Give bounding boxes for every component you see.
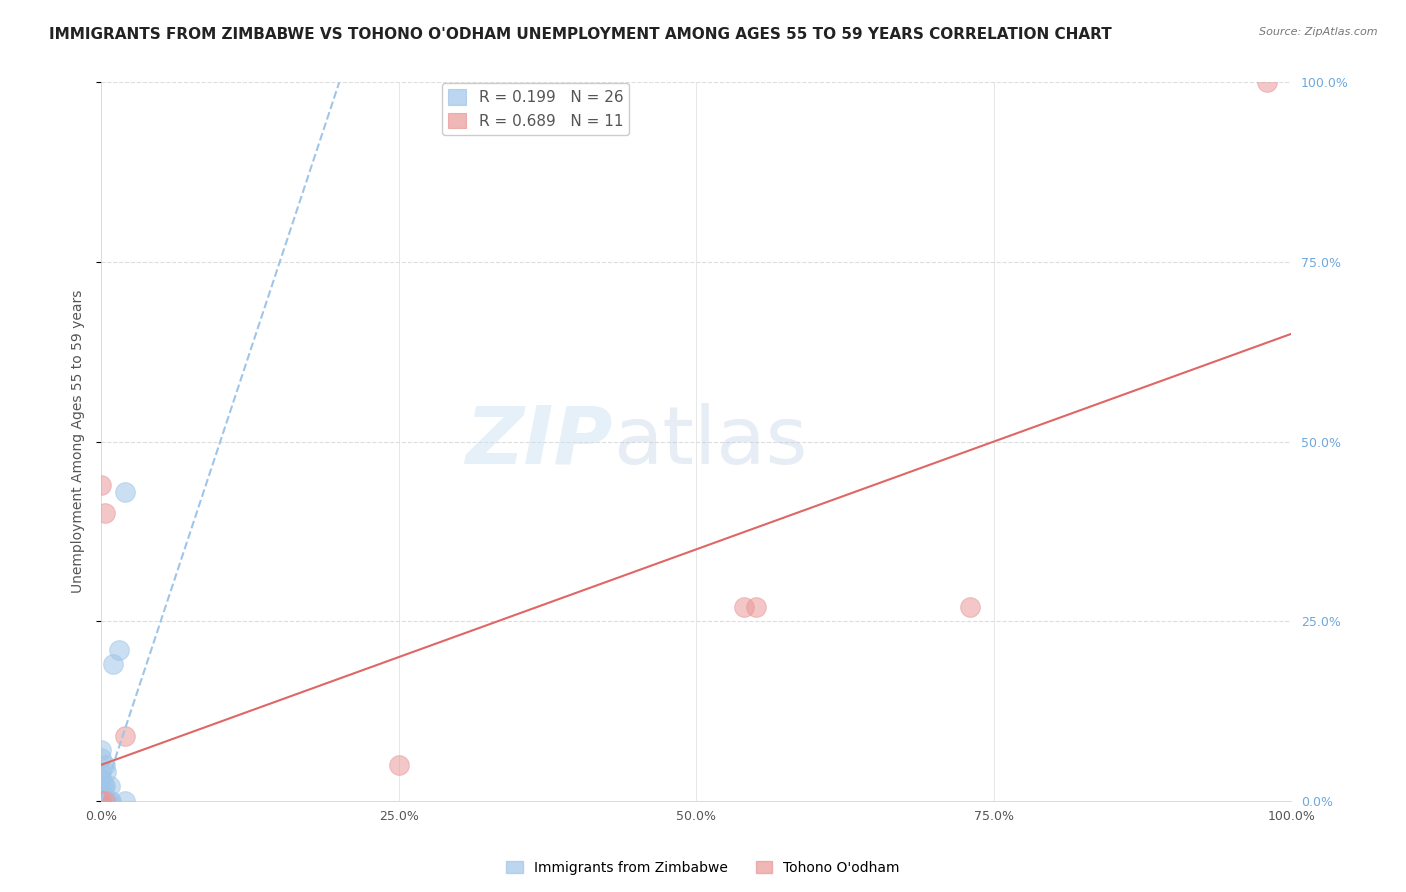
Point <box>108 643 131 657</box>
Point <box>98 780 121 794</box>
Point <box>90 794 112 808</box>
Point <box>733 599 755 614</box>
Point <box>100 794 122 808</box>
Point <box>93 780 115 794</box>
Point <box>90 780 112 794</box>
Legend: R = 0.199   N = 26, R = 0.689   N = 11: R = 0.199 N = 26, R = 0.689 N = 11 <box>441 83 630 135</box>
Point <box>114 484 136 499</box>
Text: IMMIGRANTS FROM ZIMBABWE VS TOHONO O'ODHAM UNEMPLOYMENT AMONG AGES 55 TO 59 YEAR: IMMIGRANTS FROM ZIMBABWE VS TOHONO O'ODH… <box>49 27 1112 42</box>
Point <box>94 794 117 808</box>
Point <box>94 757 117 772</box>
Point <box>96 794 118 808</box>
Point <box>90 764 112 779</box>
Point <box>98 794 121 808</box>
Point <box>90 750 112 764</box>
Point <box>94 780 117 794</box>
Point <box>90 477 112 491</box>
Point <box>90 794 112 808</box>
Point <box>90 794 112 808</box>
Point <box>101 657 124 672</box>
Point <box>94 507 117 521</box>
Point <box>94 764 117 779</box>
Point <box>114 794 136 808</box>
Point <box>90 772 112 787</box>
Point <box>90 794 112 808</box>
Point <box>1256 75 1278 89</box>
Point <box>90 794 112 808</box>
Point <box>744 599 766 614</box>
Point <box>959 599 981 614</box>
Text: ZIP: ZIP <box>465 402 613 481</box>
Point <box>94 794 117 808</box>
Point <box>90 787 112 801</box>
Point <box>94 794 117 808</box>
Legend: Immigrants from Zimbabwe, Tohono O'odham: Immigrants from Zimbabwe, Tohono O'odham <box>501 855 905 880</box>
Point <box>90 794 112 808</box>
Y-axis label: Unemployment Among Ages 55 to 59 years: Unemployment Among Ages 55 to 59 years <box>72 290 86 593</box>
Point <box>93 794 115 808</box>
Point <box>90 794 112 808</box>
Point <box>114 729 136 743</box>
Point <box>90 743 112 757</box>
Text: atlas: atlas <box>613 402 807 481</box>
Point <box>388 757 411 772</box>
Text: Source: ZipAtlas.com: Source: ZipAtlas.com <box>1260 27 1378 37</box>
